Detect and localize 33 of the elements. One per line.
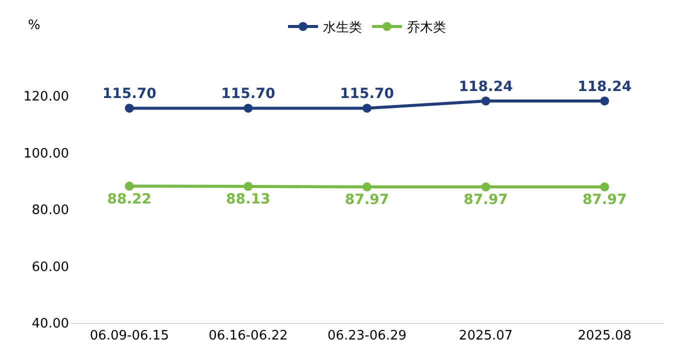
data-label: 118.24 [578,78,632,95]
legend-label: 水生类 [323,20,362,36]
y-tick-label: 80.00 [32,203,69,218]
x-tick-label: 2025.07 [458,328,513,344]
x-tick-label: 2025.08 [578,328,632,344]
data-label: 118.24 [458,78,514,95]
x-tick-label: 06.23-06.29 [327,328,407,344]
point [600,96,610,106]
point [481,182,490,192]
point [244,182,253,191]
x-tick-label: 06.16-06.22 [208,328,288,344]
legend-label: 乔木类 [407,20,446,36]
y-axis-title: % [28,18,40,33]
y-tick-label: 40.00 [32,316,69,332]
data-label: 115.70 [102,86,157,102]
data-label: 87.97 [344,192,390,208]
data-label: 88.22 [107,191,152,208]
point [124,104,134,113]
data-label: 87.97 [464,192,508,208]
point [362,182,372,192]
x-tick-label: 06.09-06.15 [90,328,169,344]
y-tick-label: 60.00 [32,260,69,275]
point [362,104,372,113]
data-label: 115.70 [221,86,276,102]
data-label: 115.70 [340,86,394,102]
point [600,182,610,192]
y-tick-label: 120.00 [24,90,69,105]
point [481,96,490,106]
data-label: 88.13 [226,192,270,208]
point [124,182,134,191]
point [244,104,253,113]
data-label: 87.97 [582,192,627,208]
y-tick-label: 100.00 [24,146,69,162]
